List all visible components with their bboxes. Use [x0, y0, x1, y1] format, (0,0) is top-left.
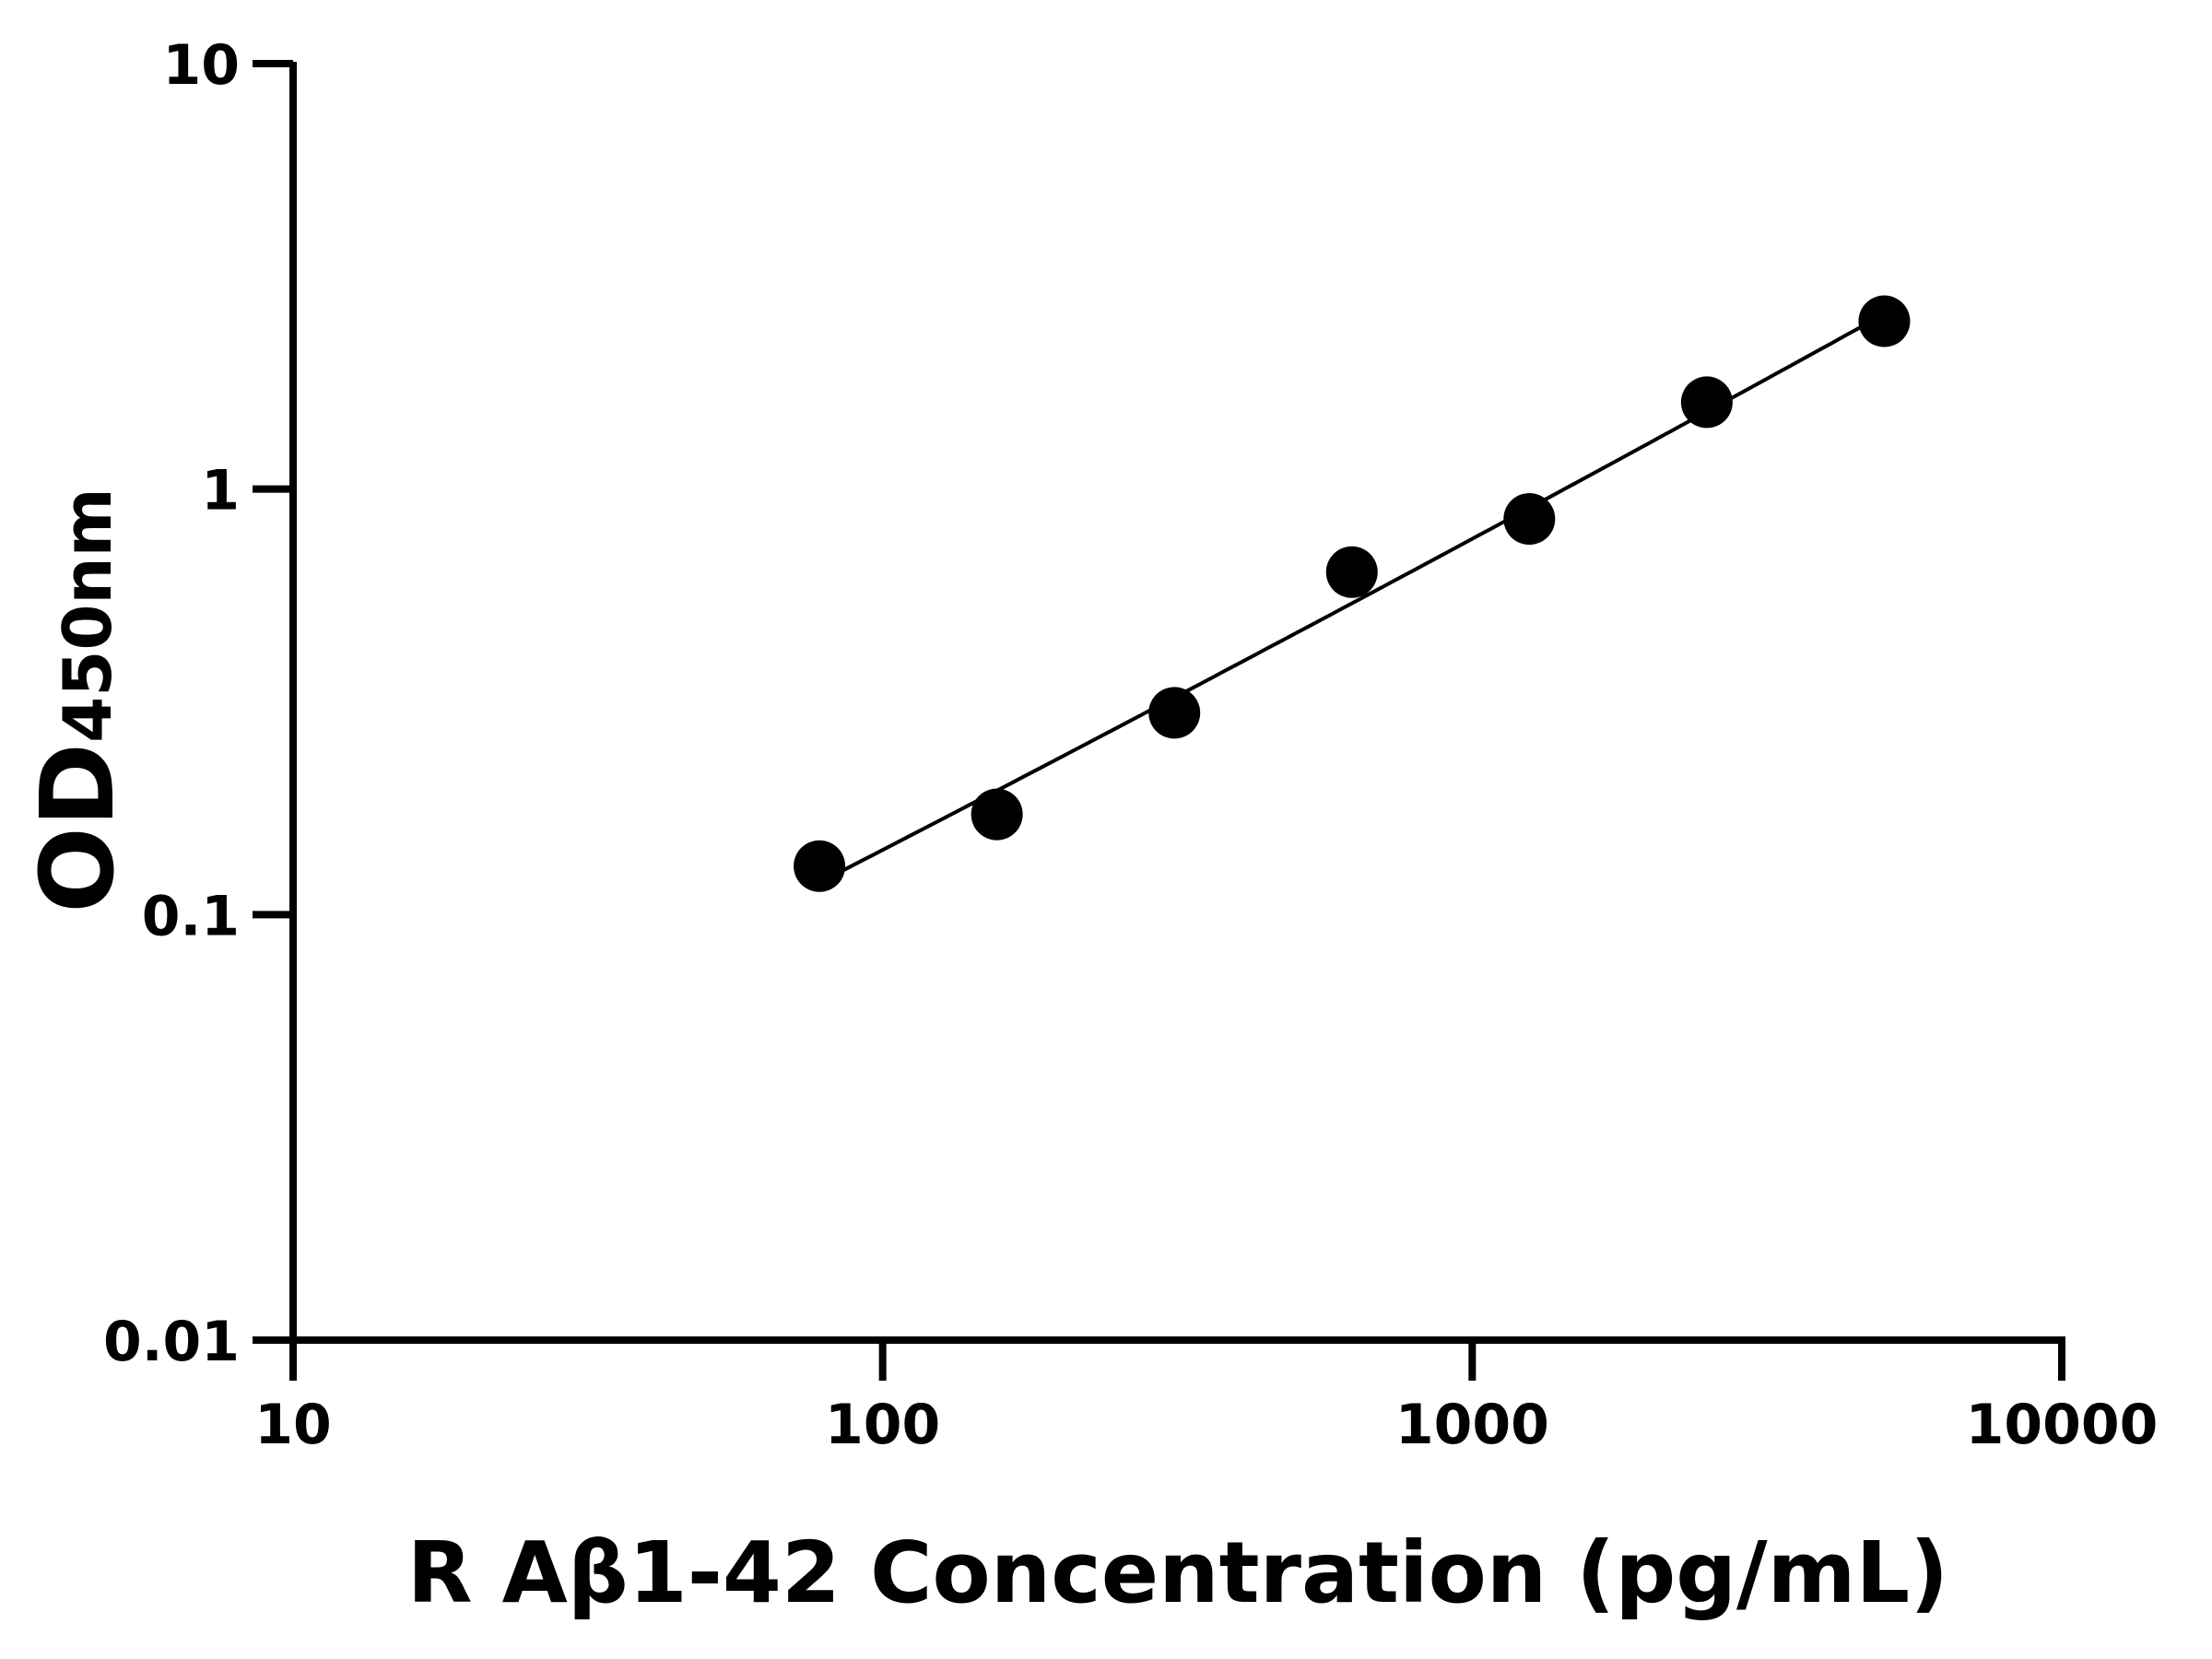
- axes-layer: 10 100 1000 10000 0.01 0.1 1 10: [103, 33, 2158, 1457]
- x-tick-label: 100: [825, 1393, 940, 1457]
- y-tick-label: 0.1: [142, 884, 240, 948]
- x-tick-label: 10000: [1966, 1393, 2159, 1457]
- y-axis-title: OD450nm: [18, 488, 136, 912]
- y-axis-title-sub: 450nm: [49, 488, 126, 743]
- data-point: [971, 788, 1023, 841]
- data-points-layer: [794, 295, 1911, 892]
- y-axis-title-main: OD: [18, 743, 136, 913]
- data-point: [1858, 295, 1911, 347]
- data-point: [1148, 687, 1201, 739]
- x-tick-label: 1000: [1395, 1393, 1549, 1457]
- data-point: [1503, 493, 1556, 546]
- x-tick-label: 10: [254, 1393, 332, 1457]
- y-tick-label: 1: [201, 459, 240, 524]
- y-tick-label: 10: [163, 33, 241, 98]
- x-axis-title: R Aβ1-42 Concentration (pg/mL): [407, 1524, 1948, 1622]
- data-point: [1325, 546, 1378, 598]
- data-point: [1680, 376, 1733, 429]
- data-point: [794, 840, 846, 892]
- y-tick-label: 0.01: [103, 1310, 240, 1374]
